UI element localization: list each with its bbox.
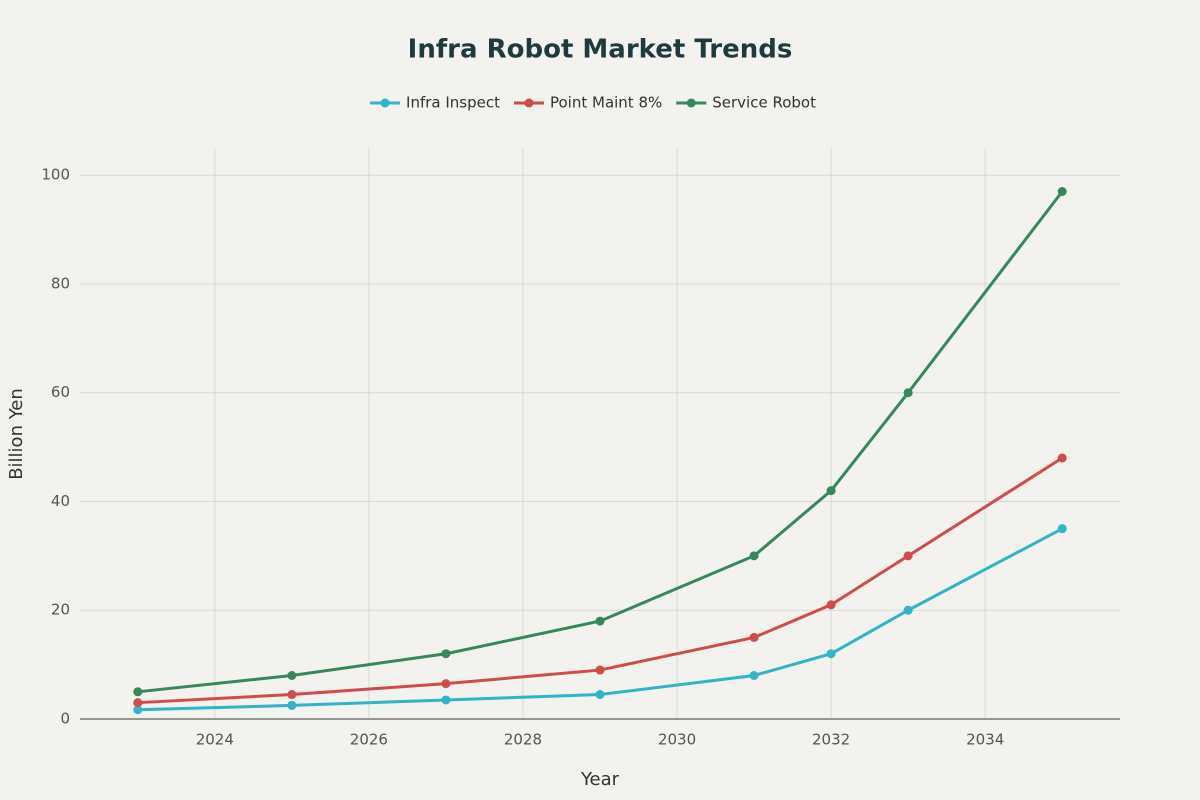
legend-item: Point Maint 8% bbox=[513, 94, 662, 112]
x-tick-label: 2032 bbox=[812, 731, 850, 749]
series-line bbox=[137, 190, 1064, 694]
data-point bbox=[441, 695, 451, 705]
data-point bbox=[1057, 187, 1067, 197]
data-point bbox=[441, 649, 451, 659]
y-tick-label: 20 bbox=[51, 601, 70, 619]
data-point bbox=[749, 670, 759, 680]
data-point bbox=[441, 679, 451, 689]
data-point bbox=[826, 486, 836, 496]
x-tick-label: 2028 bbox=[504, 731, 542, 749]
y-tick-label: 100 bbox=[41, 166, 70, 184]
y-tick-label: 60 bbox=[51, 383, 70, 401]
legend-marker bbox=[686, 98, 696, 108]
chart-title: Infra Robot Market Trends bbox=[408, 35, 793, 65]
y-tick-label: 80 bbox=[51, 274, 70, 292]
legend-item: Infra Inspect bbox=[370, 94, 500, 112]
data-point bbox=[595, 665, 605, 675]
x-tick-label: 2026 bbox=[350, 731, 388, 749]
data-point bbox=[1057, 453, 1067, 463]
legend-item: Service Robot bbox=[676, 94, 816, 112]
x-tick-label: 2024 bbox=[196, 731, 234, 749]
data-point bbox=[133, 705, 143, 715]
y-tick-label: 0 bbox=[60, 710, 70, 728]
data-point bbox=[287, 690, 297, 700]
data-point bbox=[595, 616, 605, 626]
legend-marker bbox=[524, 98, 534, 108]
data-point bbox=[287, 700, 297, 710]
x-tick-label: 2034 bbox=[966, 731, 1004, 749]
series-line bbox=[137, 456, 1064, 705]
data-point bbox=[826, 649, 836, 659]
data-point bbox=[903, 388, 913, 398]
legend-label: Infra Inspect bbox=[406, 94, 500, 112]
y-tick-label: 40 bbox=[51, 492, 70, 510]
y-axis-label: Billion Yen bbox=[6, 388, 27, 480]
data-point bbox=[1057, 524, 1067, 534]
data-point bbox=[903, 605, 913, 615]
legend-marker bbox=[380, 98, 390, 108]
data-point bbox=[133, 687, 143, 697]
legend-label: Service Robot bbox=[712, 94, 816, 112]
data-point bbox=[903, 551, 913, 561]
data-point bbox=[287, 670, 297, 680]
series-line bbox=[137, 527, 1063, 712]
data-point bbox=[826, 600, 836, 610]
data-point bbox=[133, 698, 143, 708]
data-point bbox=[749, 632, 759, 642]
data-point bbox=[595, 690, 605, 700]
data-point bbox=[749, 551, 759, 561]
x-axis-label: Year bbox=[580, 769, 620, 790]
legend-label: Point Maint 8% bbox=[550, 94, 662, 112]
x-tick-label: 2030 bbox=[658, 731, 696, 749]
